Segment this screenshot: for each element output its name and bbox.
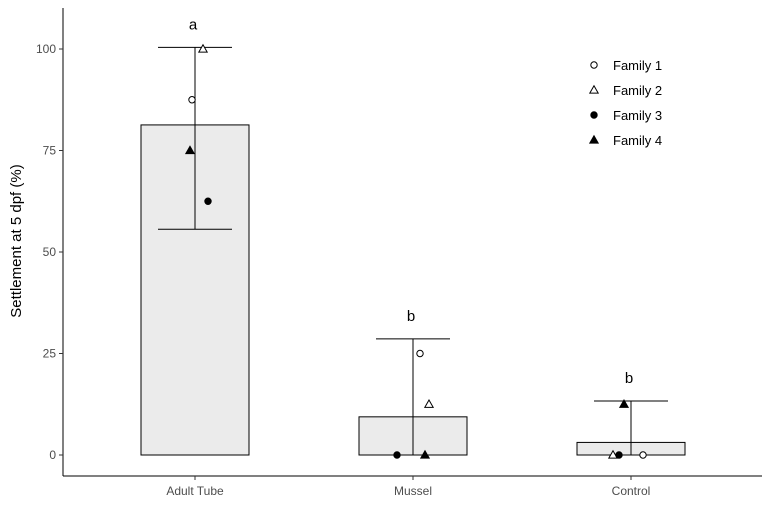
x-tick-label: Control <box>612 484 651 498</box>
point-family-4 <box>419 449 431 459</box>
points-layer <box>184 43 647 459</box>
y-tick-label: 75 <box>43 144 57 158</box>
legend-label: Family 4 <box>613 133 662 148</box>
point-family-2 <box>197 43 209 53</box>
significance-letter: b <box>407 308 415 325</box>
y-tick-label: 25 <box>43 347 57 361</box>
y-axis-title: Settlement at 5 dpf (%) <box>8 164 25 317</box>
legend-marker <box>590 61 598 69</box>
point-family-1 <box>639 451 647 459</box>
y-tick-label: 50 <box>43 245 57 259</box>
legend-label: Family 2 <box>613 83 662 98</box>
legend-marker <box>588 84 600 94</box>
error-bars-layer: a b b <box>158 16 668 455</box>
point-family-2 <box>423 399 435 408</box>
legend-label: Family 3 <box>613 108 662 123</box>
x-tick-label: Mussel <box>394 484 432 498</box>
significance-letter: b <box>625 370 633 387</box>
y-tick-label: 0 <box>49 448 56 462</box>
legend: Family 1 Family 2 Family 3 Family 4 <box>588 58 662 148</box>
point-family-1 <box>416 349 424 358</box>
y-tick-label: 100 <box>36 42 56 56</box>
point-family-3 <box>204 197 212 205</box>
significance-letter: a <box>189 16 198 33</box>
point-family-1 <box>188 96 196 104</box>
point-family-3 <box>393 451 401 459</box>
axes-layer: 0 25 50 75 100 Adult Tube Mussel Control <box>36 8 762 498</box>
legend-marker <box>590 111 598 119</box>
legend-marker <box>588 134 600 144</box>
point-family-4 <box>618 399 630 408</box>
point-family-3 <box>615 451 623 459</box>
legend-label: Family 1 <box>613 58 662 73</box>
point-family-2 <box>607 449 619 459</box>
point-family-4 <box>184 145 196 155</box>
x-tick-label: Adult Tube <box>166 484 224 498</box>
